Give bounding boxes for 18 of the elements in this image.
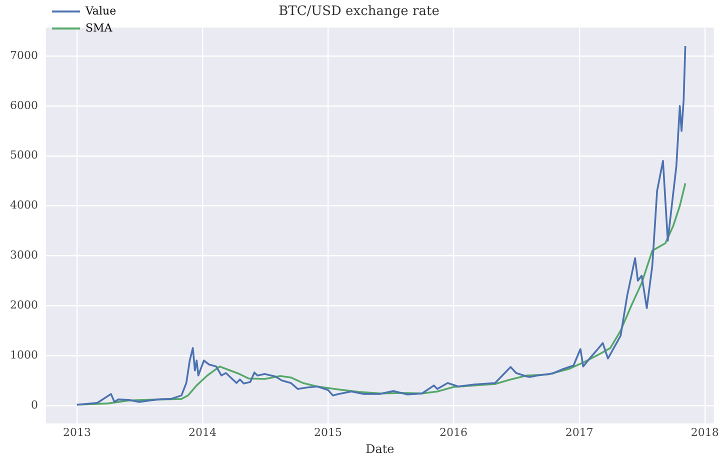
x-tick-label: 2015 bbox=[314, 426, 342, 439]
x-tick-label: 2018 bbox=[690, 426, 719, 439]
x-tick-label: 2016 bbox=[440, 426, 468, 439]
x-tick-label: 2013 bbox=[62, 426, 91, 439]
y-tick-label: 7000 bbox=[10, 48, 38, 62]
legend-label: SMA bbox=[85, 21, 114, 34]
x-tick-label: 2017 bbox=[565, 426, 594, 439]
chart-title: BTC/USD exchange rate bbox=[278, 4, 440, 20]
y-tick-label: 6000 bbox=[10, 98, 38, 112]
y-tick-label: 2000 bbox=[10, 298, 38, 312]
y-tick-label: 5000 bbox=[10, 148, 38, 162]
y-tick-label: 3000 bbox=[10, 248, 38, 262]
y-tick-label: 0 bbox=[30, 398, 38, 412]
legend-label: Value bbox=[84, 4, 116, 18]
y-tick-label: 4000 bbox=[10, 198, 38, 212]
x-tick-label: 2014 bbox=[188, 426, 216, 439]
x-axis-title: Date bbox=[366, 442, 394, 456]
y-tick-label: 1000 bbox=[10, 348, 38, 362]
